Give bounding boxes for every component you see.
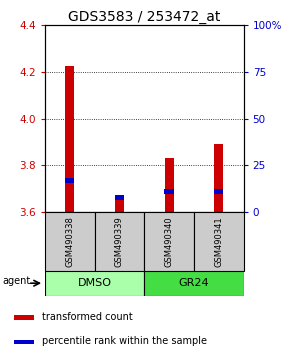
Text: GSM490338: GSM490338 [65, 216, 74, 267]
Text: DMSO: DMSO [78, 278, 112, 288]
Bar [214, 144, 223, 212]
Text: agent: agent [2, 276, 30, 286]
Bar [14, 315, 34, 320]
Bar [45, 212, 95, 271]
Bar [194, 212, 244, 271]
Bar [115, 195, 124, 200]
Text: GSM490339: GSM490339 [115, 216, 124, 267]
Text: transformed count: transformed count [42, 312, 133, 322]
Text: GSM490341: GSM490341 [214, 216, 223, 267]
Bar [45, 271, 144, 296]
Bar [144, 212, 194, 271]
Text: percentile rank within the sample: percentile rank within the sample [42, 336, 207, 346]
Bar [165, 158, 174, 212]
Bar [14, 339, 34, 344]
Bar [115, 199, 124, 212]
Bar [65, 66, 74, 212]
Bar [95, 212, 144, 271]
Bar [144, 271, 244, 296]
Bar [164, 189, 174, 194]
Text: GSM490340: GSM490340 [165, 216, 174, 267]
Bar [65, 178, 75, 183]
Title: GDS3583 / 253472_at: GDS3583 / 253472_at [68, 10, 220, 24]
Bar [214, 189, 224, 194]
Text: GR24: GR24 [179, 278, 209, 288]
